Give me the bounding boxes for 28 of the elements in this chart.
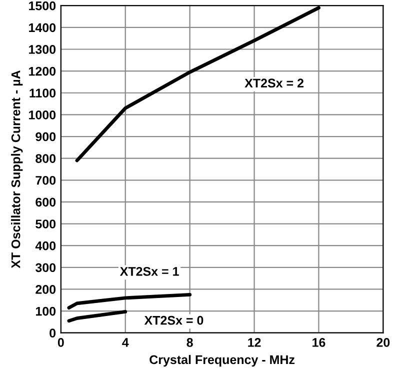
y-tick-label: 600 (36, 198, 56, 207)
y-tick-label: 300 (35, 263, 56, 272)
y-tick-label: 900 (36, 132, 56, 142)
y-tick-label: 1000 (29, 110, 56, 120)
y-tick-label: 1500 (29, 1, 56, 10)
text: XT2Sx = 2 (244, 78, 304, 88)
y-tick-label: 0 (50, 328, 56, 338)
y-tick-label: 1400 (29, 23, 56, 32)
y-tick-label: 100 (36, 306, 56, 316)
series-label: XT2Sx = 1 (120, 266, 179, 276)
x-tick-label: 0 (58, 338, 64, 347)
x-tick-label: 4 (122, 338, 129, 347)
x-tick-label: 16 (312, 338, 326, 347)
y-tick-label: 1200 (29, 66, 56, 76)
y-tick-label: 400 (35, 241, 56, 250)
y-tick-label: 1300 (29, 45, 56, 54)
x-tick-label: 8 (186, 338, 193, 347)
series-label: XT2Sx = 0 (144, 316, 204, 325)
x-tick-label: 12 (248, 338, 261, 347)
y-tick-label: 1100 (30, 88, 56, 98)
line-series (67, 292, 192, 310)
y-axis-title: XT Oscillator Supply Current - µA (11, 70, 23, 268)
y-tick-label: 800 (36, 154, 56, 163)
y-tick-label: 700 (36, 176, 56, 185)
y-tick-label: 200 (36, 285, 56, 294)
x-tick-label: 20 (376, 338, 390, 347)
x-axis-title: Crystal Frequency - MHz (150, 354, 295, 367)
y-tick-label: 500 (36, 220, 56, 228)
